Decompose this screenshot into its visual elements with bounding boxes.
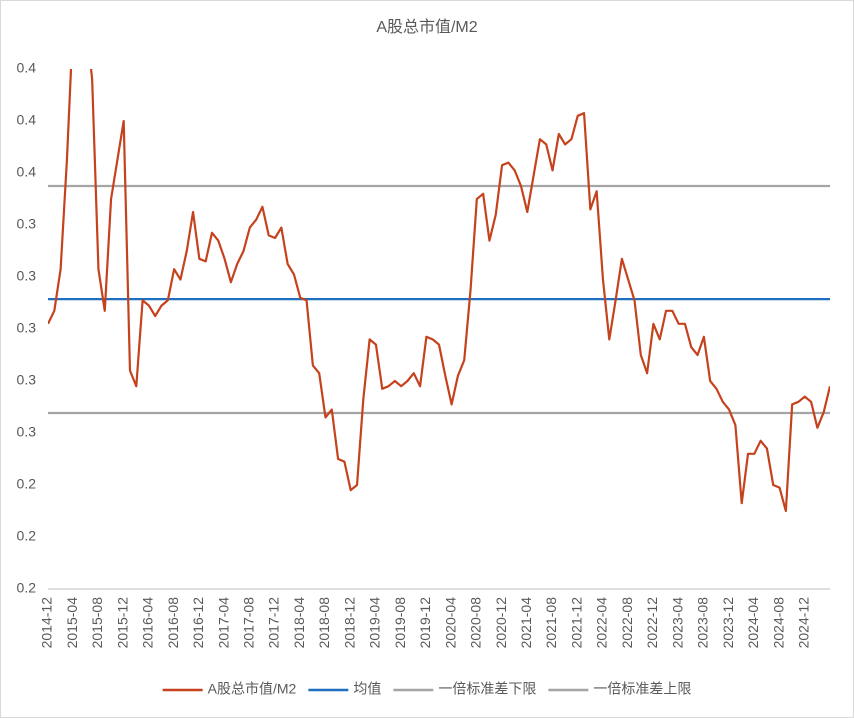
- x-tick-label: 2023-08: [695, 597, 711, 649]
- x-tick-label: 2017-12: [266, 597, 282, 649]
- x-tick-label: 2016-12: [190, 597, 206, 649]
- x-tick-label: 2020-08: [468, 597, 484, 649]
- y-tick-label: 0.2: [17, 476, 37, 492]
- x-tick-label: 2021-08: [543, 597, 559, 649]
- legend-label: A股总市值/M2: [208, 681, 297, 697]
- x-tick-label: 2016-08: [165, 597, 181, 649]
- y-tick-label: 0.4: [17, 164, 37, 180]
- x-tick-label: 2020-12: [493, 597, 509, 649]
- x-tick-label: 2020-04: [442, 597, 458, 649]
- x-tick-label: 2024-12: [795, 597, 811, 649]
- x-tick-label: 2015-12: [114, 597, 130, 649]
- x-tick-label: 2023-12: [720, 597, 736, 649]
- x-tick-label: 2017-08: [241, 597, 257, 649]
- x-tick-label: 2015-04: [64, 597, 80, 649]
- data-line: [48, 69, 830, 513]
- x-tick-label: 2018-12: [341, 597, 357, 649]
- x-tick-label: 2014-12: [39, 597, 55, 649]
- legend-label: 一倍标准差上限: [593, 681, 691, 697]
- x-tick-label: 2022-12: [644, 597, 660, 649]
- x-tick-label: 2019-04: [367, 597, 383, 649]
- y-tick-label: 0.3: [17, 216, 37, 232]
- x-tick-label: 2022-08: [619, 597, 635, 649]
- y-tick-label: 0.4: [17, 112, 37, 128]
- x-tick-label: 2024-04: [745, 597, 761, 649]
- x-tick-label: 2017-04: [215, 597, 231, 649]
- legend-label: 一倍标准差下限: [438, 681, 536, 697]
- legend-label: 均值: [353, 681, 381, 697]
- x-tick-label: 2015-08: [89, 597, 105, 649]
- x-tick-label: 2021-04: [518, 597, 534, 649]
- plot-area: [48, 69, 830, 513]
- y-tick-label: 0.3: [17, 320, 37, 336]
- x-tick-label: 2024-08: [770, 597, 786, 649]
- y-tick-label: 0.4: [17, 60, 37, 76]
- x-tick-label: 2021-12: [568, 597, 584, 649]
- x-tick-label: 2019-08: [392, 597, 408, 649]
- x-tick-label: 2022-04: [594, 597, 610, 649]
- x-tick-label: 2018-04: [291, 597, 307, 649]
- y-tick-label: 0.2: [17, 528, 37, 544]
- x-tick-label: 2023-04: [669, 597, 685, 649]
- x-tick-label: 2018-08: [316, 597, 332, 649]
- y-tick-label: 0.3: [17, 268, 37, 284]
- x-tick-label: 2016-04: [140, 597, 156, 649]
- x-tick-label: 2019-12: [417, 597, 433, 649]
- y-tick-label: 0.3: [17, 424, 37, 440]
- legend: A股总市值/M2 均值 一倍标准差下限 一倍标准差上限: [162, 681, 691, 697]
- chart-title: A股总市值/M2: [376, 18, 477, 36]
- y-tick-label: 0.2: [17, 580, 37, 596]
- y-tick-label: 0.3: [17, 372, 37, 388]
